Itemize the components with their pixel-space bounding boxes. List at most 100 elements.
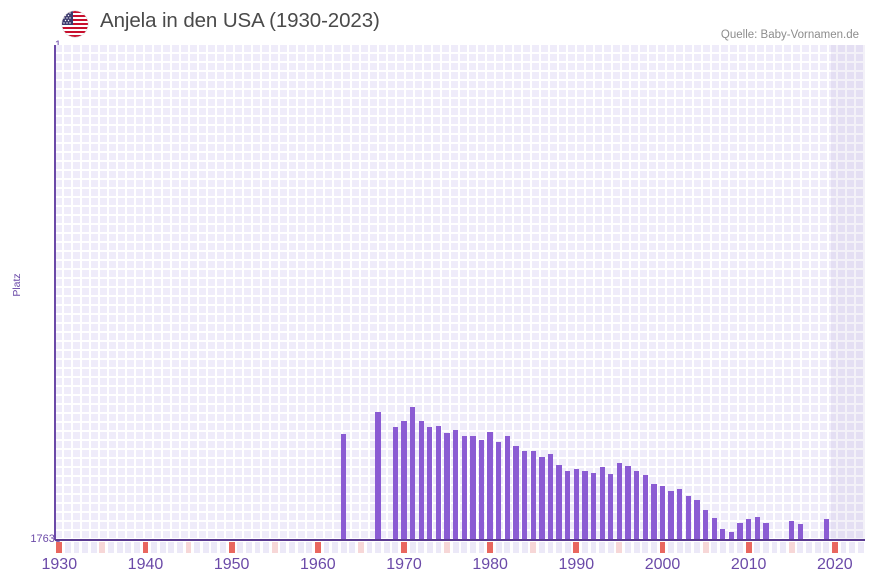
x-tick-minor bbox=[849, 542, 855, 553]
bar bbox=[616, 463, 623, 540]
x-tick-minor bbox=[332, 542, 338, 553]
bar bbox=[470, 436, 476, 540]
chart-title: Anjela in den USA (1930-2023) bbox=[100, 9, 380, 32]
x-tick-minor bbox=[461, 542, 468, 553]
bar bbox=[582, 471, 588, 540]
bar bbox=[453, 429, 459, 540]
x-tick-minor bbox=[375, 542, 382, 553]
x-tick-minor bbox=[702, 542, 709, 553]
x-axis-tick-label: 1960 bbox=[300, 556, 336, 573]
x-tick-minor bbox=[694, 542, 700, 553]
bar bbox=[642, 474, 648, 540]
x-tick-minor bbox=[211, 542, 218, 553]
bar bbox=[702, 510, 709, 540]
x-tick-minor bbox=[357, 542, 364, 553]
bar bbox=[590, 472, 597, 540]
x-tick-minor bbox=[271, 542, 278, 553]
x-tick-major bbox=[487, 542, 494, 553]
x-tick-minor bbox=[495, 542, 502, 553]
bar bbox=[409, 407, 416, 540]
x-tick-minor bbox=[444, 542, 450, 553]
bar bbox=[625, 466, 631, 540]
bar bbox=[608, 473, 614, 540]
bar bbox=[651, 484, 657, 540]
bar bbox=[341, 434, 347, 540]
bar bbox=[754, 517, 760, 540]
bar bbox=[573, 469, 579, 540]
bar bbox=[487, 432, 493, 540]
bar bbox=[547, 454, 554, 540]
x-tick-minor bbox=[116, 542, 123, 553]
x-tick-minor bbox=[685, 542, 692, 553]
y-axis-line bbox=[54, 45, 56, 540]
x-tick-minor bbox=[728, 542, 735, 553]
x-tick-minor bbox=[323, 542, 330, 553]
x-tick-minor bbox=[840, 542, 847, 553]
x-tick-minor bbox=[159, 542, 166, 553]
bar bbox=[711, 517, 717, 540]
x-tick-minor bbox=[711, 542, 718, 553]
x-tick-minor bbox=[719, 542, 726, 553]
bar bbox=[565, 470, 571, 540]
x-tick-minor bbox=[245, 542, 252, 553]
x-axis-labels: 1930 1940 1950 1960 1970 1980 1990 2000 2010 2020 bbox=[0, 556, 873, 582]
bar bbox=[513, 445, 519, 540]
x-tick-minor bbox=[676, 542, 683, 553]
x-tick-major bbox=[228, 542, 235, 553]
x-tick-minor bbox=[616, 542, 623, 553]
bar bbox=[823, 519, 829, 540]
bar bbox=[496, 442, 502, 540]
source-attribution: Quelle: Baby-Vornamen.de bbox=[720, 29, 859, 41]
x-axis-line bbox=[55, 539, 865, 541]
bar bbox=[435, 425, 442, 540]
x-tick-minor bbox=[306, 542, 313, 553]
bar bbox=[392, 426, 399, 540]
x-tick-minor bbox=[582, 542, 588, 553]
x-tick-minor bbox=[780, 542, 787, 553]
y-axis-title: Platz bbox=[11, 273, 23, 297]
x-tick-minor bbox=[590, 542, 597, 553]
x-tick-minor bbox=[435, 542, 442, 553]
bar bbox=[427, 427, 433, 540]
chart-header: Anjela in den USA (1930-2023) Quelle: Ba… bbox=[0, 0, 873, 44]
bar bbox=[694, 500, 700, 540]
x-tick-minor bbox=[177, 542, 183, 553]
x-tick-minor bbox=[633, 542, 640, 553]
x-tick-major bbox=[142, 542, 149, 553]
bar bbox=[556, 464, 562, 540]
x-tick-minor bbox=[185, 542, 192, 553]
x-tick-minor bbox=[280, 542, 287, 553]
x-tick-minor bbox=[108, 542, 114, 553]
plot-gridlines bbox=[55, 45, 865, 540]
x-tick-minor bbox=[125, 542, 132, 553]
y-axis-bottom-label: 17633 bbox=[30, 533, 61, 545]
x-axis-tick-label: 1950 bbox=[213, 556, 250, 573]
x-tick-minor bbox=[797, 542, 804, 553]
x-tick-minor bbox=[426, 542, 433, 553]
x-tick-minor bbox=[599, 542, 606, 553]
x-tick-minor bbox=[814, 542, 821, 553]
x-tick-minor bbox=[65, 542, 71, 553]
x-tick-minor bbox=[263, 542, 270, 553]
x-tick-minor bbox=[289, 542, 295, 553]
x-tick-minor bbox=[771, 542, 778, 553]
x-tick-minor bbox=[478, 542, 485, 553]
x-axis-tick-label: 1940 bbox=[127, 556, 164, 573]
bar bbox=[375, 411, 381, 540]
x-tick-minor bbox=[340, 542, 347, 553]
x-tick-minor bbox=[547, 542, 554, 553]
x-tick-minor bbox=[392, 542, 399, 553]
x-axis-tick-label: 2000 bbox=[644, 556, 681, 573]
x-tick-minor bbox=[99, 542, 106, 553]
x-tick-minor bbox=[220, 542, 226, 553]
bar bbox=[539, 457, 545, 540]
x-tick-major bbox=[659, 542, 666, 553]
bar bbox=[444, 432, 450, 540]
bar bbox=[746, 518, 752, 540]
x-tick-major bbox=[831, 542, 838, 553]
x-axis-tick-label: 2010 bbox=[730, 556, 767, 573]
x-tick-minor bbox=[194, 542, 201, 553]
x-tick-minor bbox=[513, 542, 519, 553]
bar bbox=[789, 520, 795, 540]
